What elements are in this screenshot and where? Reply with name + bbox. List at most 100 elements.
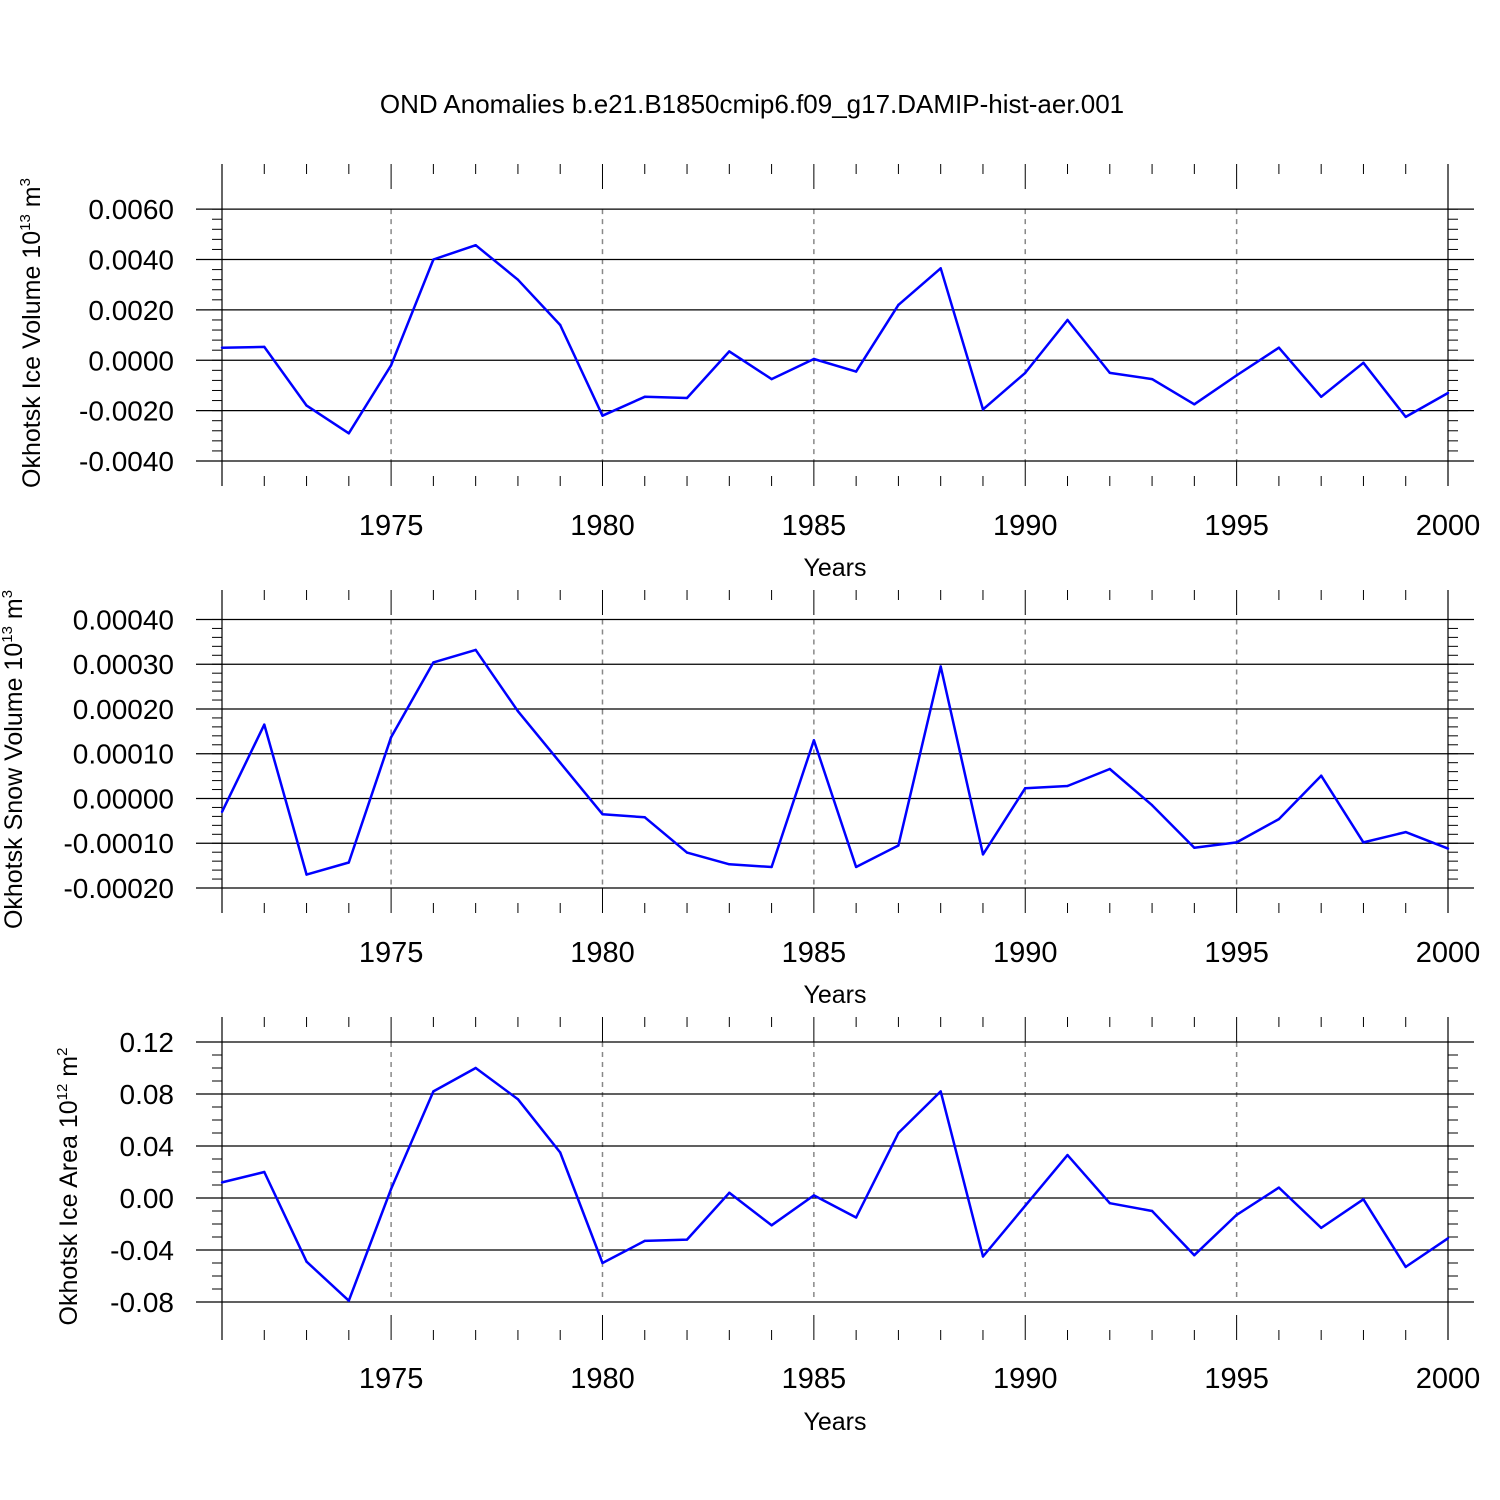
data-point [897,1131,900,1135]
y-tick-label: -0.0040 [79,446,174,477]
data-point [1108,1202,1111,1205]
x-axis-label: Years [803,1408,866,1436]
y-tick-label: 0.0020 [88,295,174,326]
data-point [770,865,773,869]
data-point [601,1261,604,1265]
data-point [1150,1209,1154,1213]
data-point [601,414,604,417]
x-tick-label: 2000 [1416,937,1481,969]
y-axis-label: Okhotsk Ice Volume 1013 m3 [17,178,46,488]
x-tick-label: 1990 [993,510,1058,542]
y-tick-label: 0.0040 [88,245,174,276]
x-tick-label: 1975 [359,510,424,542]
data-point [981,1255,985,1258]
x-tick-label: 1980 [570,510,635,542]
data-point [685,396,689,400]
x-tick-label: 1980 [570,937,635,969]
data-point [939,1090,942,1093]
data-point [347,861,351,864]
data-point [643,1239,646,1243]
y-tick-label: 0.12 [120,1027,175,1058]
data-point [1024,1204,1027,1208]
data-point [643,816,646,819]
data-point [812,739,816,742]
data-point [685,1238,689,1241]
x-tick-label: 2000 [1416,1363,1481,1395]
x-tick-label: 1990 [993,937,1058,969]
y-tick-label: 0.0000 [88,345,174,376]
data-point [1235,841,1238,844]
x-tick-label: 1985 [782,937,847,969]
data-point [685,851,689,854]
x-axis-label: Years [803,554,866,582]
y-axis-label: Okhotsk Ice Area 1012 m2 [54,1048,83,1326]
data-point [1362,361,1365,364]
x-tick-label: 1985 [782,1363,847,1395]
data-point [1066,784,1069,788]
y-tick-label: 0.00020 [73,694,174,725]
chart-title: OND Anomalies b.e21.B1850cmip6.f09_g17.D… [380,89,1124,119]
data-point [728,1191,731,1195]
y-tick-label: -0.0020 [79,396,174,427]
data-point [601,812,604,816]
x-tick-label: 1995 [1204,510,1269,542]
y-axis-label: Okhotsk Snow Volume 1013 m3 [0,590,28,929]
y-tick-label: -0.00010 [63,828,174,859]
x-tick-label: 1980 [570,1363,635,1395]
panel-3: -0.08 -0.04 0.00 0.04 0.08 0.12 1975 1980 1985 19… [54,1017,1480,1436]
data-point [220,346,224,349]
y-tick-label: 0.00010 [73,739,174,770]
data-point [1277,346,1281,349]
data-point [728,350,731,353]
y-tick-label: 0.08 [120,1079,175,1110]
data-point [854,370,858,373]
data-point [1277,817,1281,821]
data-point [1235,374,1238,377]
y-tick-label: -0.08 [110,1287,174,1318]
data-point [1108,767,1111,771]
data-point [1150,377,1154,381]
data-point [1108,371,1111,375]
data-point [1024,371,1027,375]
data-point [1277,1186,1281,1189]
y-tick-label: 0.00030 [73,649,174,680]
data-point [432,258,435,261]
x-tick-label: 1975 [359,937,424,969]
data-point [1404,830,1407,834]
data-point [1150,804,1154,807]
x-tick-label: 1975 [359,1363,424,1395]
data-point [1319,774,1323,777]
data-point [559,761,562,764]
data-point [770,377,773,381]
data-point [1446,391,1450,395]
data-point [347,432,351,435]
data-point [981,853,985,856]
data-point [897,844,900,847]
data-point [432,661,435,664]
data-point [1193,846,1196,849]
x-tick-label: 1995 [1204,937,1269,969]
panel-1: -0.0040 -0.0020 0.0000 0.0020 0.0040 0.0060 19… [17,164,1480,582]
y-tick-label: 0.04 [120,1131,175,1162]
data-point [1193,403,1196,406]
data-point [1362,1198,1365,1201]
x-tick-label: 1990 [993,1363,1058,1395]
data-point [1024,786,1027,790]
y-tick-label: -0.04 [110,1235,174,1266]
data-point [305,873,308,876]
data-point [1446,847,1450,850]
data-point [854,865,858,869]
data-point [474,648,477,652]
data-point [474,243,477,247]
x-tick-label: 1995 [1204,1363,1269,1395]
data-point [347,1299,351,1302]
series-line [221,243,1449,435]
x-tick-label: 2000 [1416,510,1481,542]
data-point [305,404,308,407]
panel-2: -0.00020 -0.00010 0.00000 0.00010 0.00020 0.0… [0,590,1480,1009]
data-point [1066,1153,1069,1157]
y-tick-label: 0.00040 [73,604,174,635]
data-point [1404,415,1407,419]
data-point [728,863,731,866]
y-tick-label: 0.0060 [88,194,174,225]
